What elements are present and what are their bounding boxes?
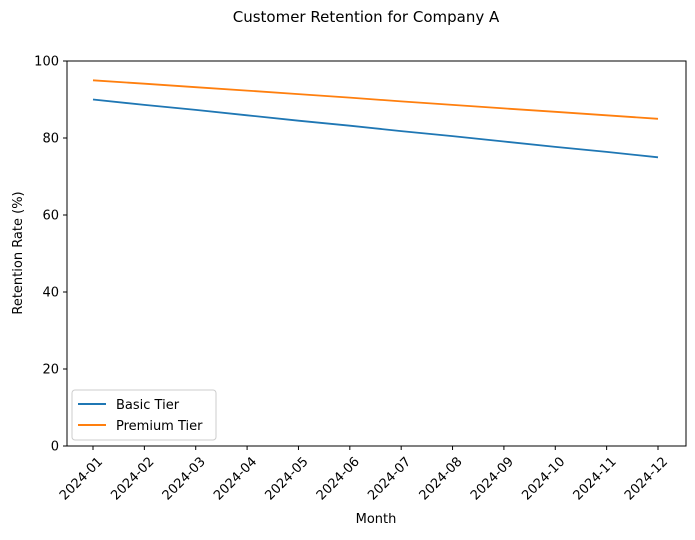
x-axis-title: Month	[356, 512, 397, 527]
y-tick-label: 40	[42, 286, 59, 301]
y-axis: 0 20 40 60 80 100	[34, 55, 67, 455]
chart-title: Customer Retention for Company A	[233, 8, 500, 26]
series-line-premium-tier	[92, 79, 659, 120]
legend-box	[71, 389, 217, 441]
y-tick-label: 20	[42, 363, 59, 378]
y-tick-label: 0	[51, 440, 59, 455]
series-line-basic-tier	[92, 98, 659, 159]
plot-area	[66, 60, 687, 447]
y-tick-label: 80	[42, 132, 59, 147]
y-tick-label: 60	[42, 209, 59, 224]
y-tick-label: 100	[34, 55, 59, 70]
legend-label-premium-tier: Premium Tier	[116, 419, 203, 434]
legend-label-basic-tier: Basic Tier	[116, 398, 180, 413]
y-axis-title: Retention Rate (%)	[11, 191, 26, 314]
legend: Basic Tier Premium Tier	[71, 389, 217, 441]
series-layer	[92, 79, 659, 159]
